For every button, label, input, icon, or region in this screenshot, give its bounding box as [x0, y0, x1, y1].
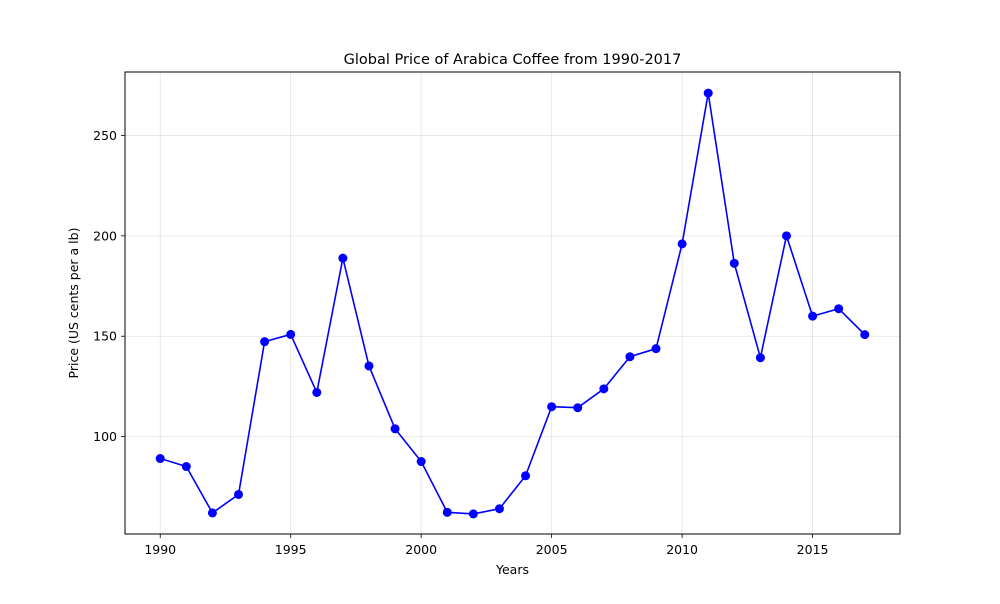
axis-ticks: 1990 1995 2000 2005 2010 2015 100 150 200 250 [93, 128, 828, 557]
data-point [703, 88, 713, 98]
series-layer [155, 88, 870, 519]
x-tick-label: 2010 [666, 542, 698, 557]
data-point [677, 239, 687, 249]
x-tick-label: 2000 [405, 542, 437, 557]
data-point [547, 402, 557, 412]
x-tick-label: 2015 [797, 542, 829, 557]
data-point [573, 403, 583, 413]
y-tick-label: 100 [93, 429, 117, 444]
data-point [494, 504, 504, 514]
data-point [860, 330, 870, 340]
data-point [234, 489, 244, 499]
data-point [599, 384, 609, 394]
data-point [781, 231, 791, 241]
data-point [729, 258, 739, 268]
data-point [181, 462, 191, 472]
data-point [155, 454, 165, 464]
data-point [442, 507, 452, 517]
y-tick-label: 200 [93, 228, 117, 243]
grid-lines [125, 72, 900, 534]
data-point [651, 344, 661, 354]
data-point [364, 361, 374, 371]
data-point [312, 387, 322, 397]
data-point [260, 337, 270, 347]
x-tick-label: 1990 [144, 542, 176, 557]
series-line [159, 92, 866, 515]
data-point [390, 424, 400, 434]
y-axis-label: Price (US cents per a lb) [66, 228, 81, 379]
chart-title: Global Price of Arabica Coffee from 1990… [344, 52, 682, 68]
data-point [808, 311, 818, 321]
x-tick-label: 2005 [536, 542, 568, 557]
data-point [416, 457, 426, 467]
data-point [521, 471, 531, 481]
data-point [834, 304, 844, 314]
plot-frame [124, 71, 901, 535]
data-point [468, 509, 478, 519]
y-tick-label: 150 [93, 329, 117, 344]
data-point [625, 352, 635, 362]
data-point [338, 253, 348, 263]
x-axis-label: Years [495, 562, 529, 577]
data-point [207, 508, 217, 518]
data-point [755, 353, 765, 363]
x-tick-label: 1995 [275, 542, 307, 557]
y-tick-label: 250 [93, 128, 117, 143]
data-point [286, 329, 296, 339]
